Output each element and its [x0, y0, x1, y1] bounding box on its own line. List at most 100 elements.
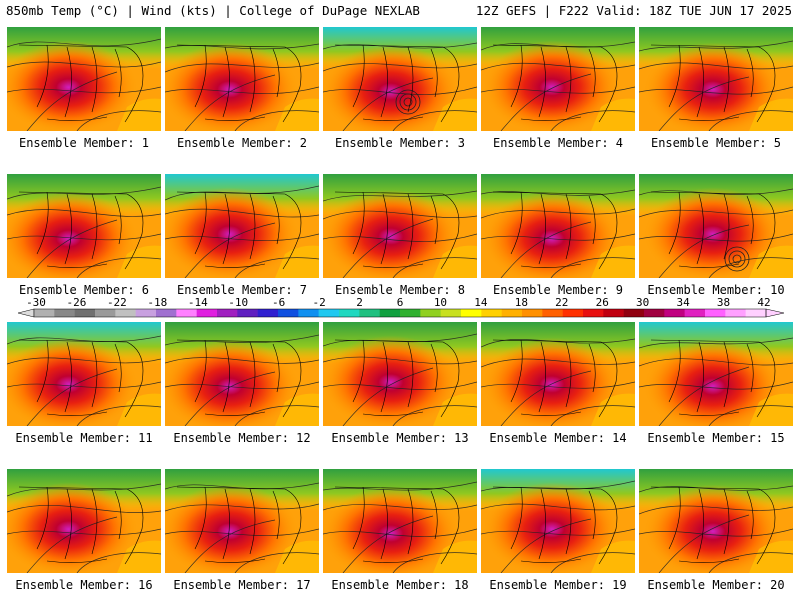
colorbar-swatch — [196, 309, 218, 317]
colorbar-tick-label: -18 — [147, 296, 167, 309]
temperature-wind-map — [165, 322, 319, 426]
ensemble-member-label: Ensemble Member: 17 — [173, 578, 311, 592]
temperature-wind-map — [323, 174, 477, 278]
ensemble-member-label: Ensemble Member: 10 — [647, 283, 785, 297]
ensemble-member-map — [7, 322, 161, 426]
ensemble-member-label: Ensemble Member: 13 — [331, 431, 469, 445]
colorbar-swatch — [176, 309, 197, 317]
ensemble-member-map — [323, 27, 477, 131]
colorbar-swatch — [501, 309, 523, 317]
temperature-wind-map — [481, 469, 635, 573]
colorbar-swatch — [705, 309, 726, 317]
ensemble-member-label: Ensemble Member: 15 — [647, 431, 785, 445]
colorbar-swatch — [379, 309, 401, 317]
colorbar-swatch — [745, 309, 767, 317]
chart-title: 850mb Temp (°C) | Wind (kts) | College o… — [6, 3, 420, 18]
colorbar-tick-label: 10 — [434, 296, 447, 309]
colorbar-tick-label: 34 — [676, 296, 690, 309]
ensemble-member-label: Ensemble Member: 5 — [650, 136, 782, 150]
ensemble-member-map — [481, 469, 635, 573]
ensemble-member-label: Ensemble Member: 11 — [15, 431, 153, 445]
ensemble-member-label: Ensemble Member: 12 — [173, 431, 311, 445]
ensemble-member-map — [165, 27, 319, 131]
colorbar-swatch — [95, 309, 116, 317]
colorbar-swatch — [664, 309, 685, 317]
temperature-wind-map — [323, 469, 477, 573]
colorbar-swatch — [339, 309, 360, 317]
colorbar-swatch — [298, 309, 319, 317]
ensemble-member-label: Ensemble Member: 19 — [489, 578, 627, 592]
colorbar-tick-label: 42 — [757, 296, 770, 309]
colorbar-swatch — [278, 309, 299, 317]
ensemble-member-label: Ensemble Member: 4 — [492, 136, 624, 150]
colorbar-swatch — [135, 309, 157, 317]
colorbar-swatch — [318, 309, 340, 317]
colorbar-swatch — [237, 309, 258, 317]
colorbar-swatch — [420, 309, 441, 317]
colorbar-swatch — [603, 309, 624, 317]
ensemble-member-label: Ensemble Member: 8 — [334, 283, 466, 297]
colorbar-swatch — [74, 309, 96, 317]
colorbar-swatch — [684, 309, 706, 317]
colorbar-swatch — [562, 309, 584, 317]
colorbar-tick-label: 26 — [596, 296, 609, 309]
temperature-wind-map — [323, 27, 477, 131]
colorbar-tick-label: -22 — [107, 296, 127, 309]
colorbar-tick-label: 38 — [717, 296, 730, 309]
temperature-wind-map — [639, 27, 793, 131]
colorbar-swatch — [623, 309, 645, 317]
colorbar-swatch — [644, 309, 665, 317]
ensemble-member-map — [481, 174, 635, 278]
temperature-wind-map — [7, 27, 161, 131]
ensemble-member-label: Ensemble Member: 14 — [489, 431, 627, 445]
colorbar-tick-label: -6 — [272, 296, 285, 309]
temperature-wind-map — [7, 174, 161, 278]
colorbar-swatch — [440, 309, 462, 317]
ensemble-member-label: Ensemble Member: 16 — [15, 578, 153, 592]
ensemble-member-label: Ensemble Member: 3 — [334, 136, 466, 150]
colorbar-swatch — [522, 309, 543, 317]
ensemble-member-map — [323, 174, 477, 278]
colorbar-tick-label: 2 — [356, 296, 363, 309]
ensemble-member-label: Ensemble Member: 6 — [18, 283, 150, 297]
colorbar-swatch — [54, 309, 75, 317]
colorbar-tick-label: 6 — [397, 296, 404, 309]
colorbar-tick-label: 18 — [515, 296, 528, 309]
temperature-wind-map — [639, 322, 793, 426]
ensemble-member-map — [165, 469, 319, 573]
colorbar-tick-label: -26 — [67, 296, 87, 309]
temperature-wind-map — [639, 174, 793, 278]
temperature-wind-map — [7, 322, 161, 426]
colorbar-swatch — [583, 309, 604, 317]
temperature-wind-map — [481, 174, 635, 278]
temperature-wind-map — [481, 27, 635, 131]
ensemble-member-label: Ensemble Member: 20 — [647, 578, 785, 592]
ensemble-member-map — [639, 27, 793, 131]
colorbar-swatch — [400, 309, 421, 317]
ensemble-member-map — [323, 469, 477, 573]
ensemble-member-label: Ensemble Member: 7 — [176, 283, 308, 297]
colorbar-swatch — [217, 309, 238, 317]
ensemble-member-label: Ensemble Member: 1 — [18, 136, 150, 150]
colorbar-tick-label: 14 — [474, 296, 488, 309]
colorbar-swatch — [156, 309, 177, 317]
ensemble-member-label: Ensemble Member: 9 — [492, 283, 624, 297]
colorbar-swatch — [461, 309, 482, 317]
colorbar-swatch — [257, 309, 279, 317]
run-valid-time: 12Z GEFS | F222 Valid: 18Z TUE JUN 17 20… — [475, 3, 792, 18]
colorbar-tick-label: 30 — [636, 296, 649, 309]
colorbar-tick-label: 22 — [555, 296, 568, 309]
temperature-wind-map — [165, 174, 319, 278]
colorbar-tick-label: -14 — [188, 296, 208, 309]
ensemble-member-map — [165, 322, 319, 426]
temperature-wind-map — [639, 469, 793, 573]
ensemble-member-map — [7, 174, 161, 278]
colorbar-swatch — [34, 309, 55, 317]
colorbar-swatch — [359, 309, 380, 317]
temperature-wind-map — [7, 469, 161, 573]
ensemble-member-map — [165, 174, 319, 278]
colorbar-tick-label: -2 — [312, 296, 325, 309]
temperature-wind-map — [323, 322, 477, 426]
temperature-colorbar: -30 -26 -22 -18 -14 -10 -6 -2 2 6 10 14 18 22 26 30 34 38… — [17, 296, 785, 318]
temperature-wind-map — [165, 469, 319, 573]
